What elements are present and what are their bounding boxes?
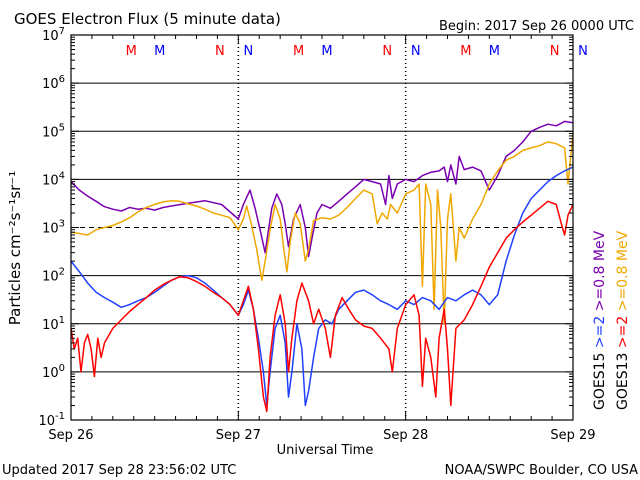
y-tick-label: 101	[42, 315, 65, 333]
y-tick-label: 104	[42, 170, 65, 188]
orbit-marker: M	[460, 44, 471, 59]
series-line-4	[70, 200, 574, 413]
orbit-marker: N	[578, 44, 588, 59]
x-tick-label: Sep 28	[383, 428, 428, 443]
orbit-marker: N	[244, 44, 254, 59]
x-tick-label: Sep 27	[216, 428, 261, 443]
legend-entry: >=0.8 MeV	[592, 230, 608, 315]
chart-title: GOES Electron Flux (5 minute data)	[14, 10, 281, 28]
series-layer	[70, 120, 574, 413]
legend-entry: >=0.8 MeV	[615, 230, 631, 315]
orbit-marker: M	[489, 44, 500, 59]
credit-text: NOAA/SWPC Boulder, CO USA	[445, 463, 638, 478]
begin-time: Begin: 2017 Sep 26 0000 UTC	[439, 19, 634, 34]
y-tick-label: 103	[42, 219, 65, 237]
grid-layer	[71, 35, 573, 420]
series-line-1	[70, 120, 574, 258]
orbit-marker: M	[321, 44, 332, 59]
orbit-marker: N	[550, 44, 560, 59]
orbit-marker: N	[411, 44, 421, 59]
axes-layer: 10-1 100 101 102 103 104 105 106 107 Sep 26 Sep 27…	[38, 26, 595, 443]
legend-column: GOES15 >=2 >=0.8 MeV	[592, 230, 608, 410]
y-axis-label: Particles cm⁻²s⁻¹sr⁻¹	[6, 171, 24, 325]
orbit-marker: M	[126, 44, 137, 59]
y-tick-label: 105	[42, 122, 65, 140]
orbit-marker: M	[293, 44, 304, 59]
legend-entry: >=2	[615, 316, 631, 353]
x-tick-label: Sep 26	[48, 428, 93, 443]
updated-time: Updated 2017 Sep 28 23:56:02 UTC	[2, 463, 236, 478]
y-tick-label: 100	[42, 363, 65, 381]
x-axis-label: Universal Time	[277, 443, 374, 458]
legend-entry: GOES13	[615, 353, 631, 410]
x-tick-label: Sep 29	[550, 428, 595, 443]
legend-entry: >=2	[592, 316, 608, 353]
y-tick-label: 102	[42, 267, 65, 285]
orbit-marker: N	[215, 44, 225, 59]
orbit-marker: N	[382, 44, 392, 59]
y-tick-label: 106	[42, 74, 65, 92]
y-tick-label: 10-1	[38, 411, 65, 429]
orbit-marker: M	[154, 44, 165, 59]
legend-column: GOES13 >=2 >=0.8 MeV	[615, 230, 631, 410]
series-line-2	[70, 133, 574, 325]
series-line-3	[70, 166, 574, 407]
y-tick-label: 107	[42, 26, 65, 44]
legend-entry: GOES15	[592, 353, 608, 410]
